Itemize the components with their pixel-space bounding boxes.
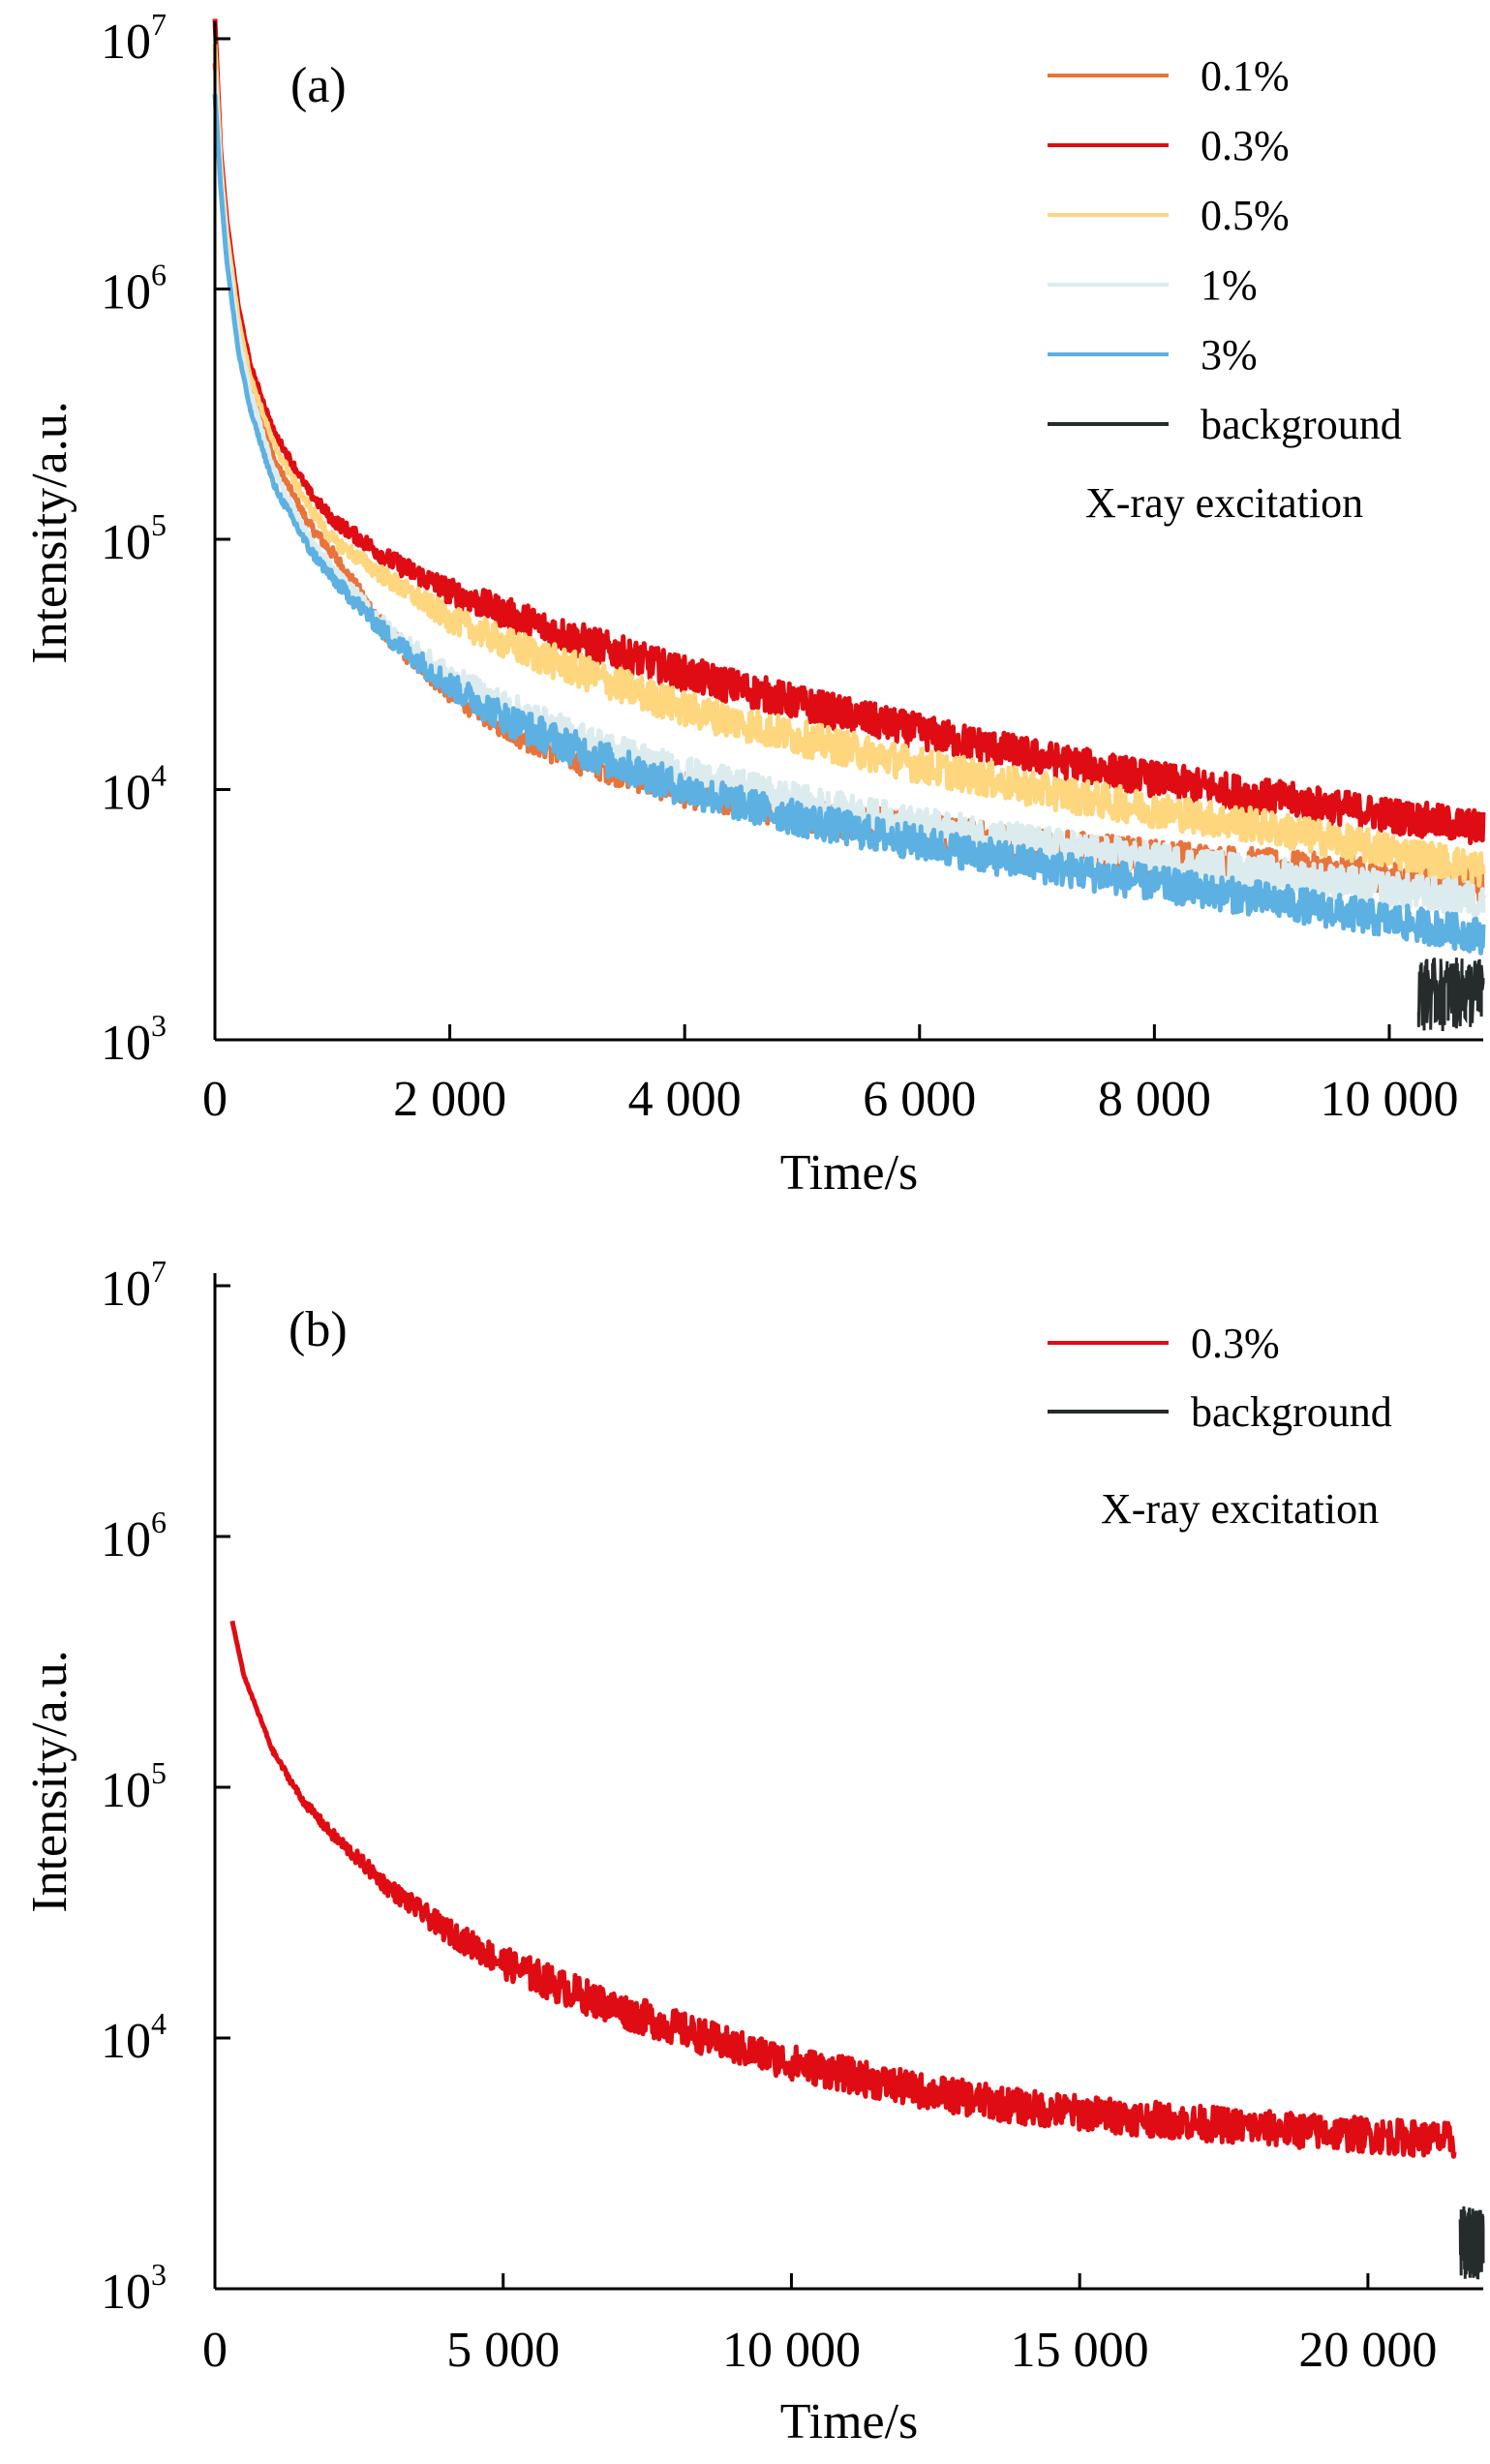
legend-label-3pct: 3% bbox=[1201, 331, 1258, 379]
x-tick-label: 8 000 bbox=[1098, 1072, 1211, 1127]
y-tick-label: 106 bbox=[101, 1505, 167, 1567]
annotation-a: X-ray excitation bbox=[1085, 479, 1363, 527]
legend-label-background: background bbox=[1201, 401, 1402, 448]
x-ticks-b: 0 5 000 10 000 15 000 20 000 bbox=[202, 2273, 1437, 2378]
x-axis-title-b: Time/s bbox=[780, 2394, 919, 2449]
legend-a: 0.1% 0.3% 0.5% 1% 3% background bbox=[1048, 52, 1402, 448]
legend-label-background: background bbox=[1191, 1388, 1392, 1436]
chart-panel-a: 0 2 000 4 000 6 000 8 000 10 000 103 104 105 106… bbox=[22, 7, 1486, 1201]
x-tick-label: 4 000 bbox=[628, 1072, 742, 1127]
y-tick-label: 107 bbox=[101, 7, 167, 70]
chart-panel-b: 0 5 000 10 000 15 000 20 000 103 104 105 106 107… bbox=[22, 1254, 1485, 2449]
legend-b: 0.3% background bbox=[1048, 1320, 1392, 1436]
x-tick-label: 2 000 bbox=[393, 1072, 506, 1127]
series-line-0-3pct bbox=[212, 94, 1486, 956]
y-tick-label: 103 bbox=[101, 2257, 167, 2320]
legend-label-0-3pct: 0.3% bbox=[1191, 1320, 1280, 1367]
plot-area-a bbox=[212, 18, 1486, 1032]
x-tick-label: 10 000 bbox=[1320, 1072, 1458, 1127]
plot-area-b bbox=[229, 1620, 1485, 2280]
y-axis-title-a: Intensity/a.u. bbox=[22, 401, 77, 664]
panel-label-b: (b) bbox=[289, 1302, 348, 1357]
series-line-0-0-5pct bbox=[212, 44, 1486, 888]
y-axis-title-b: Intensity/a.u. bbox=[22, 1650, 77, 1913]
x-tick-label: 6 000 bbox=[863, 1072, 976, 1127]
y-ticks-a: 103 104 105 106 107 bbox=[101, 7, 230, 1071]
series-line-1-0-3pct bbox=[229, 1620, 1457, 2159]
legend-label-0-1pct: 0.1% bbox=[1201, 52, 1290, 100]
panel-label-a: (a) bbox=[290, 58, 347, 113]
series-line-0-0-3pct bbox=[212, 18, 1486, 845]
y-tick-label: 106 bbox=[101, 258, 167, 320]
y-tick-label: 103 bbox=[101, 1008, 167, 1071]
legend-label-0-3pct: 0.3% bbox=[1201, 122, 1290, 169]
y-tick-label: 104 bbox=[101, 2006, 167, 2069]
x-tick-label: 10 000 bbox=[722, 2323, 861, 2378]
series-line-0-background bbox=[1416, 958, 1485, 1032]
x-tick-label: 5 000 bbox=[446, 2323, 560, 2378]
x-tick-label: 0 bbox=[202, 2323, 228, 2378]
x-tick-label: 0 bbox=[202, 1072, 228, 1127]
y-tick-label: 104 bbox=[101, 758, 167, 821]
y-ticks-b: 103 104 105 106 107 bbox=[101, 1254, 230, 2320]
y-tick-label: 105 bbox=[101, 1755, 167, 1818]
y-tick-label: 105 bbox=[101, 507, 167, 570]
series-line-1-background bbox=[1458, 2205, 1485, 2280]
x-ticks-a: 0 2 000 4 000 6 000 8 000 10 000 bbox=[202, 1024, 1458, 1127]
x-tick-label: 20 000 bbox=[1298, 2323, 1437, 2378]
legend-label-1pct: 1% bbox=[1201, 261, 1258, 309]
annotation-b: X-ray excitation bbox=[1101, 1485, 1379, 1533]
legend-label-0-5pct: 0.5% bbox=[1201, 192, 1290, 239]
x-axis-title-a: Time/s bbox=[780, 1145, 919, 1201]
x-tick-label: 15 000 bbox=[1011, 2323, 1149, 2378]
y-tick-label: 107 bbox=[101, 1254, 167, 1317]
